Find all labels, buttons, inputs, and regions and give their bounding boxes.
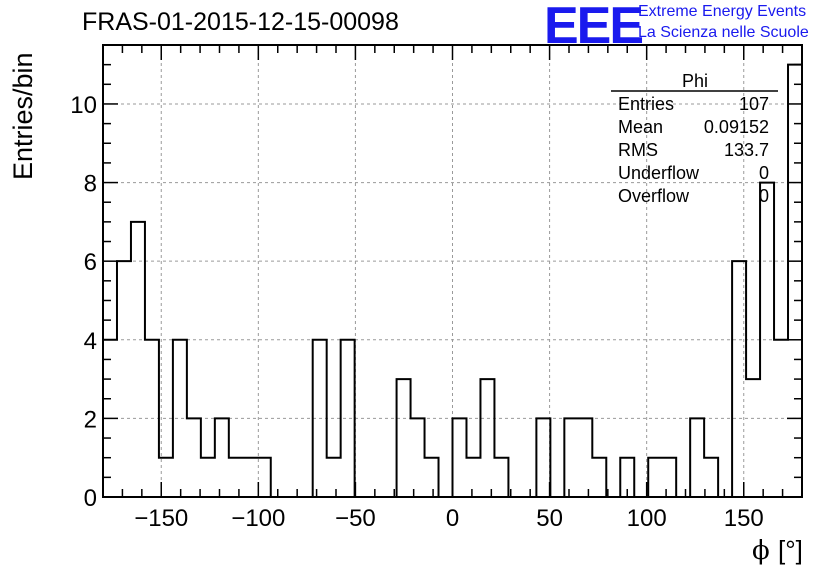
x-tick-label: 100 <box>627 505 667 532</box>
histogram-bin <box>494 458 508 497</box>
histogram-bin <box>145 340 159 497</box>
histogram-bin <box>536 418 550 497</box>
x-axis-label: ϕ [°] <box>752 535 803 566</box>
histogram-bin <box>201 458 215 497</box>
y-tick-label: 4 <box>84 328 97 355</box>
histogram-bin <box>411 418 425 497</box>
x-tick-label: −100 <box>231 505 285 532</box>
stats-label: Mean <box>618 117 663 137</box>
histogram-bin <box>453 418 467 497</box>
logo-caption-line1: Extreme Energy Events <box>638 3 807 20</box>
histogram-bin <box>131 222 145 497</box>
axis-ticks <box>103 45 802 498</box>
stats-value: 0 <box>759 163 769 183</box>
histogram-bin <box>215 418 229 497</box>
x-tick-label: −50 <box>335 505 376 532</box>
histogram-bin <box>229 458 243 497</box>
stats-title: Phi <box>682 71 708 91</box>
y-tick-label: 0 <box>84 485 97 512</box>
histogram-bin <box>760 183 774 497</box>
stats-value: 0 <box>759 186 769 206</box>
histogram-bin <box>173 340 187 497</box>
stats-value: 0.09152 <box>704 117 769 137</box>
stats-label: Underflow <box>618 163 700 183</box>
plot-frame <box>102 44 803 498</box>
stats-label: Overflow <box>618 186 690 206</box>
y-tick-label: 8 <box>84 171 97 198</box>
histogram-bin <box>662 458 676 497</box>
y-tick-label: 6 <box>84 249 97 276</box>
eee-logo: EEE <box>544 0 644 55</box>
x-axis-unit: [°] <box>778 535 803 565</box>
stats-value: 133.7 <box>724 140 769 160</box>
x-tick-label: −150 <box>134 505 188 532</box>
y-tick-label: 10 <box>70 92 97 119</box>
histogram-bin <box>746 379 760 497</box>
stats-box: Phi Entries 107 Mean 0.09152 RMS 133.7 Underflo… <box>611 71 778 206</box>
x-tick-label: 150 <box>724 505 764 532</box>
histogram-bin <box>564 418 578 497</box>
histogram-bin <box>690 418 704 497</box>
y-tick-label: 2 <box>84 406 97 433</box>
histogram-bin <box>117 261 131 497</box>
x-axis-symbol: ϕ <box>752 536 770 566</box>
histogram-bin <box>187 418 201 497</box>
histogram-bin <box>704 458 718 497</box>
histogram-bin <box>397 379 411 497</box>
stats-label: Entries <box>618 94 674 114</box>
logo-caption-line2: La Scienza nelle Scuole <box>638 24 809 41</box>
histogram-outline <box>102 63 803 498</box>
histogram-bin <box>313 340 327 497</box>
histogram-bin <box>648 458 662 497</box>
histogram-bin <box>774 340 788 497</box>
stats-label: RMS <box>618 140 658 160</box>
histogram-bin <box>578 418 592 497</box>
chart-title: FRAS-01-2015-12-15-00098 <box>82 8 399 36</box>
histogram-bin <box>243 458 257 497</box>
histogram-bin <box>732 261 746 497</box>
histogram-bin <box>592 458 606 497</box>
histogram-bin <box>327 458 341 497</box>
x-tick-label: 50 <box>536 505 563 532</box>
histogram-bin <box>480 379 494 497</box>
histogram-bin <box>425 458 439 497</box>
stats-value: 107 <box>739 94 769 114</box>
axis-tick-labels: −150 −100 −50 0 50 100 150 0 2 4 6 8 10 <box>70 92 763 532</box>
histogram-bin <box>466 458 480 497</box>
histogram-bin <box>341 340 355 497</box>
x-tick-label: 0 <box>446 505 459 532</box>
